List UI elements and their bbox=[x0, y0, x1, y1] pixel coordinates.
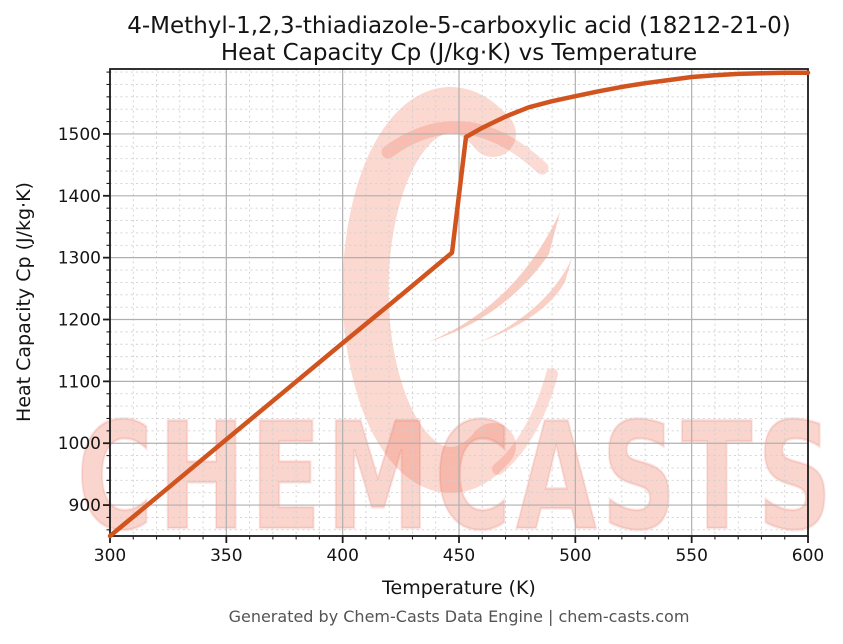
chart-title-line1: 4-Methyl-1,2,3-thiadiazole-5-carboxylic … bbox=[127, 13, 791, 39]
y-tick-label: 1400 bbox=[58, 187, 101, 207]
chemcasts-logo-inner-crescent bbox=[428, 212, 560, 342]
y-tick-label: 1300 bbox=[58, 249, 101, 269]
footer-credit: Generated by Chem-Casts Data Engine | ch… bbox=[229, 607, 690, 626]
x-tick-label: 500 bbox=[559, 546, 591, 566]
x-tick-label: 300 bbox=[94, 546, 126, 566]
watermark-text: CHEMCASTS bbox=[77, 392, 837, 564]
x-tick-labels: 300 350 400 450 500 550 600 bbox=[94, 546, 824, 566]
y-tick-label: 1100 bbox=[58, 372, 101, 392]
x-tick-label: 600 bbox=[792, 546, 824, 566]
plot-border bbox=[109, 68, 809, 537]
y-tick-label: 900 bbox=[69, 496, 101, 516]
watermark: CHEMCASTS bbox=[76, 87, 837, 565]
y-tick-label: 1500 bbox=[58, 125, 101, 145]
y-tick-labels: 900 1000 1100 1200 1300 1400 1500 bbox=[58, 125, 101, 516]
y-axis-label: Heat Capacity Cp (J/kg·K) bbox=[13, 182, 35, 422]
x-tick-label: 400 bbox=[326, 546, 358, 566]
x-tick-label: 350 bbox=[210, 546, 242, 566]
chemcasts-logo-swirl-top-stroke bbox=[381, 121, 549, 175]
x-tick-label: 450 bbox=[443, 546, 475, 566]
chemcasts-logo-lower-right-stroke bbox=[492, 368, 558, 475]
y-tick-label: 1200 bbox=[58, 311, 101, 331]
x-tick-label: 550 bbox=[675, 546, 707, 566]
cp-series-line bbox=[107, 70, 811, 539]
x-axis-label: Temperature (K) bbox=[381, 577, 536, 599]
chart-title-line2: Heat Capacity Cp (J/kg·K) vs Temperature bbox=[221, 40, 697, 66]
y-tick-label: 1000 bbox=[58, 434, 101, 454]
